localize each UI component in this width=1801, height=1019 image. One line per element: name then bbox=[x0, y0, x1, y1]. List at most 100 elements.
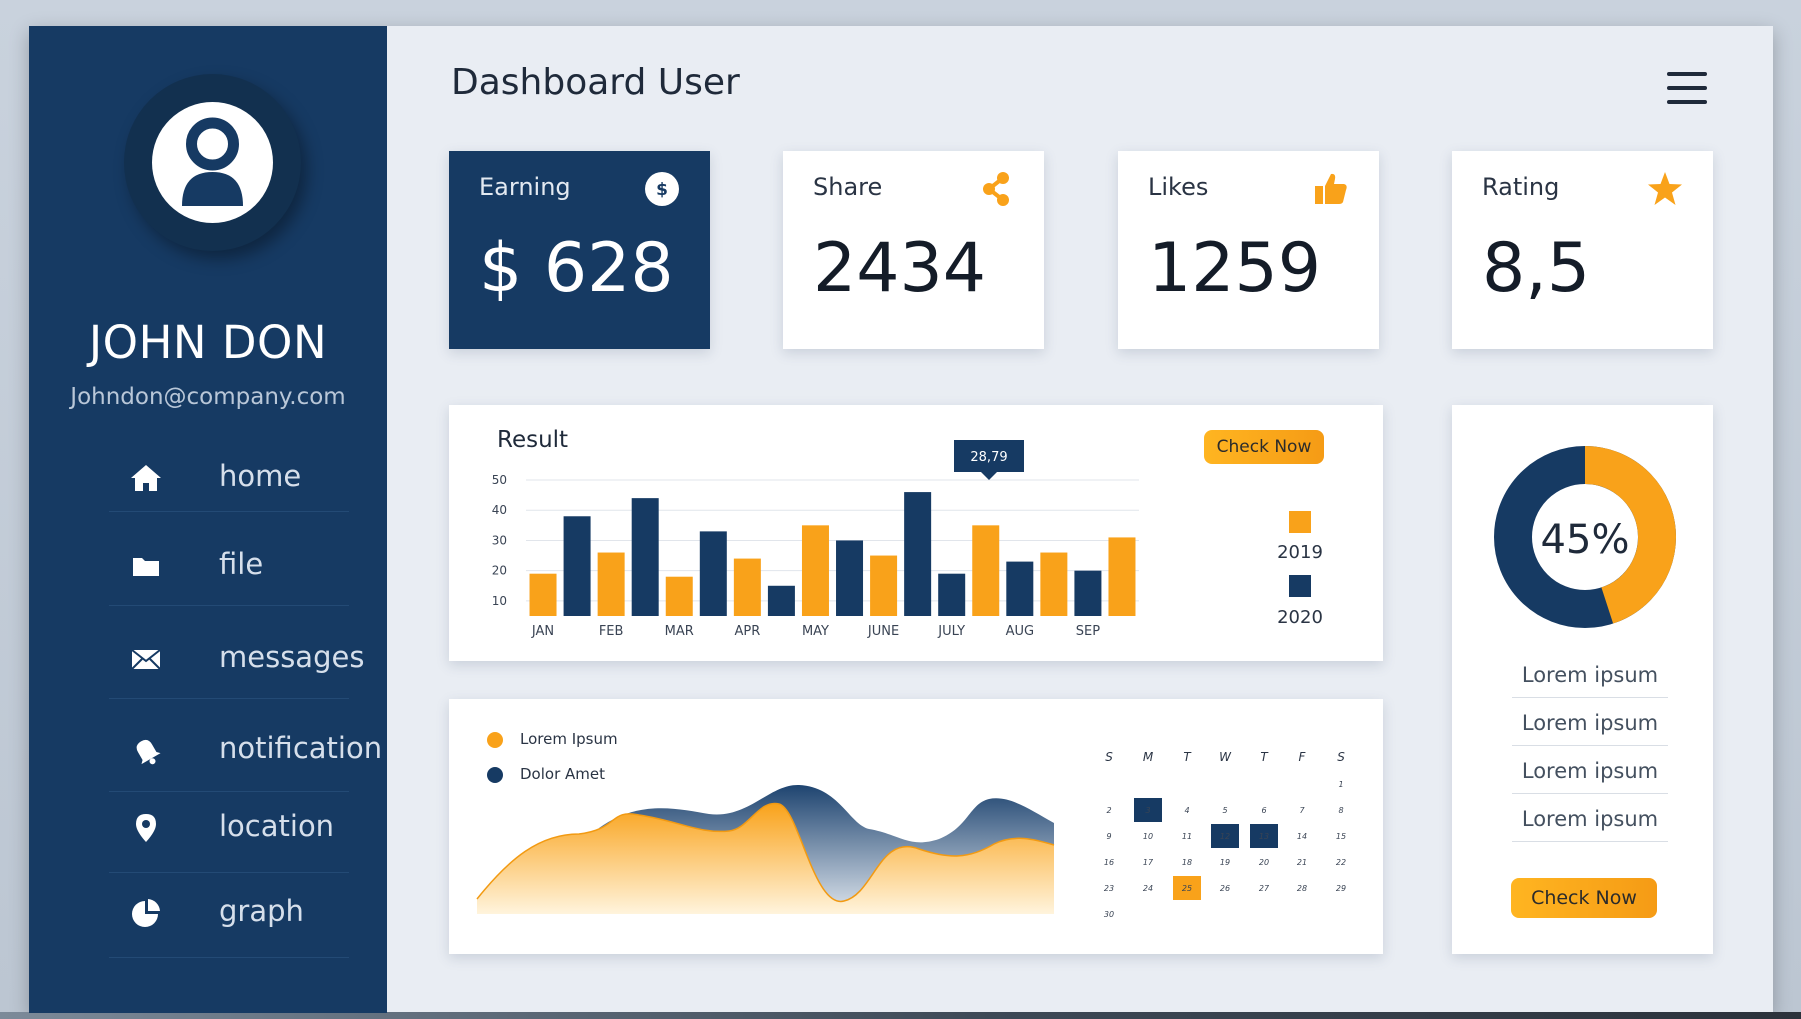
calendar-day[interactable]: 27 bbox=[1259, 884, 1270, 893]
calendar-day[interactable]: 30 bbox=[1104, 910, 1114, 919]
y-tick-label: 40 bbox=[492, 503, 507, 517]
likes-card: Likes 1259 bbox=[1118, 151, 1379, 349]
calendar-day[interactable]: 18 bbox=[1182, 858, 1192, 867]
bar[interactable] bbox=[1006, 561, 1034, 616]
calendar-day[interactable]: 22 bbox=[1336, 858, 1346, 867]
sidebar-item-home[interactable]: home bbox=[109, 426, 349, 512]
sidebar-item-graph[interactable]: graph bbox=[109, 872, 349, 958]
legend-swatch-2019 bbox=[1289, 511, 1311, 533]
calendar-day[interactable]: 7 bbox=[1299, 806, 1305, 815]
bar[interactable] bbox=[1108, 537, 1136, 616]
side-check-now-button[interactable]: Check Now bbox=[1511, 878, 1657, 918]
calendar-day[interactable]: 26 bbox=[1220, 884, 1230, 893]
x-tick-label: FEB bbox=[599, 624, 624, 639]
bar[interactable] bbox=[767, 585, 795, 616]
bar[interactable] bbox=[1074, 570, 1102, 616]
calendar-day[interactable]: 1 bbox=[1338, 780, 1343, 789]
x-tick-label: JULY bbox=[937, 624, 965, 639]
calendar-day[interactable]: 6 bbox=[1261, 806, 1266, 815]
list-item: Lorem ipsum bbox=[1512, 807, 1668, 842]
sidebar-item-label: location bbox=[219, 809, 335, 843]
bar[interactable] bbox=[699, 531, 727, 616]
sidebar-item-location[interactable]: location bbox=[109, 787, 349, 873]
calendar-day[interactable]: 20 bbox=[1259, 858, 1269, 867]
calendar-header: S bbox=[1337, 750, 1345, 764]
calendar-day[interactable]: 17 bbox=[1143, 858, 1154, 867]
calendar-day-highlight bbox=[1211, 824, 1239, 848]
avatar[interactable] bbox=[152, 102, 273, 223]
check-now-button[interactable]: Check Now bbox=[1204, 430, 1324, 464]
x-axis-ticks: JAN FEB MAR APR MAY JUNE JULY AUG SEP bbox=[531, 624, 1100, 639]
calendar-day-highlight bbox=[1134, 798, 1162, 822]
bar[interactable] bbox=[972, 525, 1000, 616]
calendar-day[interactable]: 10 bbox=[1143, 832, 1153, 841]
menu-icon[interactable] bbox=[1667, 70, 1707, 106]
sidebar-item-file[interactable]: file bbox=[109, 520, 349, 606]
bar[interactable] bbox=[563, 516, 591, 616]
chart-grid bbox=[526, 479, 1139, 602]
bar[interactable] bbox=[597, 552, 625, 616]
calendar-day[interactable]: 28 bbox=[1297, 884, 1307, 893]
pie-chart-icon bbox=[132, 899, 160, 927]
calendar-header: T bbox=[1260, 750, 1269, 764]
bar[interactable] bbox=[801, 525, 829, 616]
legend-label-2020: 2020 bbox=[1277, 607, 1323, 628]
bar[interactable] bbox=[938, 573, 966, 616]
calendar-day-highlight bbox=[1173, 876, 1201, 900]
bar[interactable] bbox=[904, 492, 932, 616]
calendar-day[interactable]: 23 bbox=[1104, 884, 1114, 893]
bar[interactable] bbox=[529, 573, 557, 616]
card-label: Share bbox=[813, 173, 883, 201]
calendar-day[interactable]: 4 bbox=[1184, 806, 1189, 815]
calendar-day[interactable]: 12 bbox=[1220, 832, 1230, 841]
bar[interactable] bbox=[733, 558, 761, 616]
bar[interactable] bbox=[631, 498, 659, 616]
sidebar-item-label: graph bbox=[219, 894, 304, 928]
list-item: Lorem ipsum bbox=[1512, 711, 1668, 746]
calendar-day[interactable]: 24 bbox=[1143, 884, 1153, 893]
sidebar-item-messages[interactable]: messages bbox=[109, 613, 364, 699]
calendar-day[interactable]: 14 bbox=[1297, 832, 1307, 841]
calendar-day[interactable]: 9 bbox=[1106, 832, 1111, 841]
sidebar-item-notification[interactable]: notification bbox=[109, 706, 382, 792]
card-label: Likes bbox=[1148, 173, 1209, 201]
calendar-day[interactable]: 21 bbox=[1297, 858, 1307, 867]
calendar-day[interactable]: 2 bbox=[1106, 806, 1111, 815]
progress-donut: 45% bbox=[1494, 446, 1676, 628]
calendar-day[interactable]: 25 bbox=[1182, 884, 1192, 893]
bar[interactable] bbox=[870, 555, 898, 616]
legend-label: Lorem Ipsum bbox=[520, 730, 618, 748]
x-tick-label: MAR bbox=[665, 624, 694, 639]
card-label: Rating bbox=[1482, 173, 1560, 201]
card-label: Earning bbox=[479, 173, 571, 201]
x-tick-label: MAY bbox=[802, 624, 829, 639]
y-tick-label: 20 bbox=[492, 564, 507, 578]
calendar-day[interactable]: 11 bbox=[1182, 832, 1192, 841]
calendar-day[interactable]: 19 bbox=[1220, 858, 1230, 867]
location-pin-icon bbox=[136, 814, 156, 842]
chart-tooltip: 28,79 bbox=[954, 440, 1024, 480]
calendar-day[interactable]: 29 bbox=[1336, 884, 1346, 893]
thumbs-up-icon bbox=[1315, 173, 1347, 204]
chart-bars bbox=[529, 492, 1136, 616]
calendar-day[interactable]: 16 bbox=[1104, 858, 1114, 867]
calendar-day[interactable]: 3 bbox=[1145, 806, 1150, 815]
sidebar-item-label: notification bbox=[219, 731, 383, 765]
lorem-ipsum-area bbox=[477, 803, 1054, 914]
list-item: Lorem ipsum bbox=[1512, 759, 1668, 794]
y-tick-label: 10 bbox=[492, 594, 507, 608]
calendar-day[interactable]: 15 bbox=[1336, 832, 1346, 841]
calendar-header: T bbox=[1183, 750, 1192, 764]
calendar-day[interactable]: 5 bbox=[1222, 806, 1227, 815]
calendar-day[interactable]: 13 bbox=[1259, 832, 1269, 841]
bar[interactable] bbox=[1040, 552, 1068, 616]
calendar-day[interactable]: 8 bbox=[1338, 806, 1343, 815]
card-value: 1259 bbox=[1148, 229, 1322, 308]
y-axis-ticks: 10 20 30 40 50 bbox=[492, 473, 507, 608]
card-value: 2434 bbox=[813, 229, 987, 308]
bar[interactable] bbox=[665, 576, 693, 616]
bar[interactable] bbox=[836, 540, 864, 616]
user-email: Johndon@company.com bbox=[70, 384, 346, 410]
